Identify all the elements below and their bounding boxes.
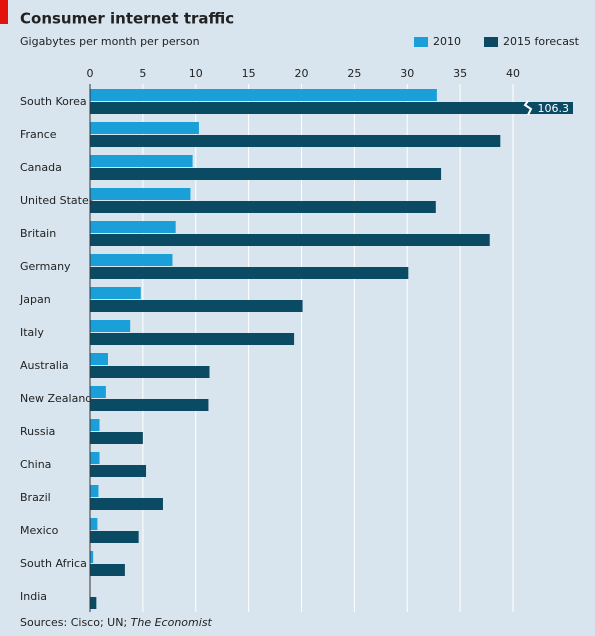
category-label: India — [20, 590, 47, 603]
legend-label: 2010 — [433, 35, 461, 48]
category-label: Australia — [20, 359, 69, 372]
bar — [90, 188, 191, 200]
x-tick-label: 30 — [400, 67, 414, 80]
bar — [90, 399, 209, 411]
category-label: Brazil — [20, 491, 51, 504]
x-tick-label: 20 — [295, 67, 309, 80]
bar — [90, 221, 176, 233]
category-label: France — [20, 128, 57, 141]
category-label: Russia — [20, 425, 55, 438]
legend-swatch — [484, 37, 498, 47]
category-label: Mexico — [20, 524, 59, 537]
bar — [90, 135, 501, 147]
x-tick-label: 15 — [242, 67, 256, 80]
bar — [90, 102, 573, 114]
red-tag — [0, 0, 8, 24]
bar — [90, 300, 303, 312]
category-label: South Africa — [20, 557, 87, 570]
x-tick-label: 35 — [453, 67, 467, 80]
bar — [90, 168, 442, 180]
bar — [90, 551, 94, 563]
category-label: Britain — [20, 227, 56, 240]
bar — [90, 267, 409, 279]
source: Sources: Cisco; UN; The Economist — [20, 616, 213, 629]
subtitle: Gigabytes per month per person — [20, 35, 200, 48]
x-tick-label: 10 — [189, 67, 203, 80]
bar — [90, 452, 100, 464]
bar — [90, 320, 131, 332]
x-tick-label: 25 — [347, 67, 361, 80]
x-tick-label: 40 — [506, 67, 520, 80]
category-label: New Zealand — [20, 392, 92, 405]
bar — [90, 564, 125, 576]
category-label: United States — [20, 194, 95, 207]
bar — [90, 353, 108, 365]
bar — [90, 531, 139, 543]
value-label: 106.3 — [538, 102, 570, 115]
bar — [90, 333, 295, 345]
bar — [90, 597, 97, 609]
bar — [90, 155, 193, 167]
bar — [90, 89, 437, 101]
bar — [90, 485, 99, 497]
bar — [90, 419, 100, 431]
bar — [90, 201, 436, 213]
bar — [90, 122, 199, 134]
x-tick-label: 5 — [139, 67, 146, 80]
category-label: Italy — [20, 326, 44, 339]
bar — [90, 234, 490, 246]
bar — [90, 518, 98, 530]
bar — [90, 287, 141, 299]
legend-label: 2015 forecast — [503, 35, 580, 48]
bar — [90, 465, 147, 477]
bar — [90, 498, 163, 510]
x-tick-label: 0 — [87, 67, 94, 80]
category-label: China — [20, 458, 51, 471]
source-text: Sources: Cisco; UN; — [20, 616, 131, 629]
bar — [90, 254, 173, 266]
category-label: Japan — [19, 293, 51, 306]
chart-title: Consumer internet traffic — [20, 10, 234, 28]
category-label: Canada — [20, 161, 62, 174]
bar — [90, 366, 210, 378]
legend-swatch — [414, 37, 428, 47]
category-label: Germany — [20, 260, 71, 273]
bar — [90, 432, 143, 444]
axis-break — [523, 100, 533, 116]
category-label: South Korea — [20, 95, 87, 108]
bar — [90, 386, 106, 398]
source-italic: The Economist — [131, 616, 213, 629]
